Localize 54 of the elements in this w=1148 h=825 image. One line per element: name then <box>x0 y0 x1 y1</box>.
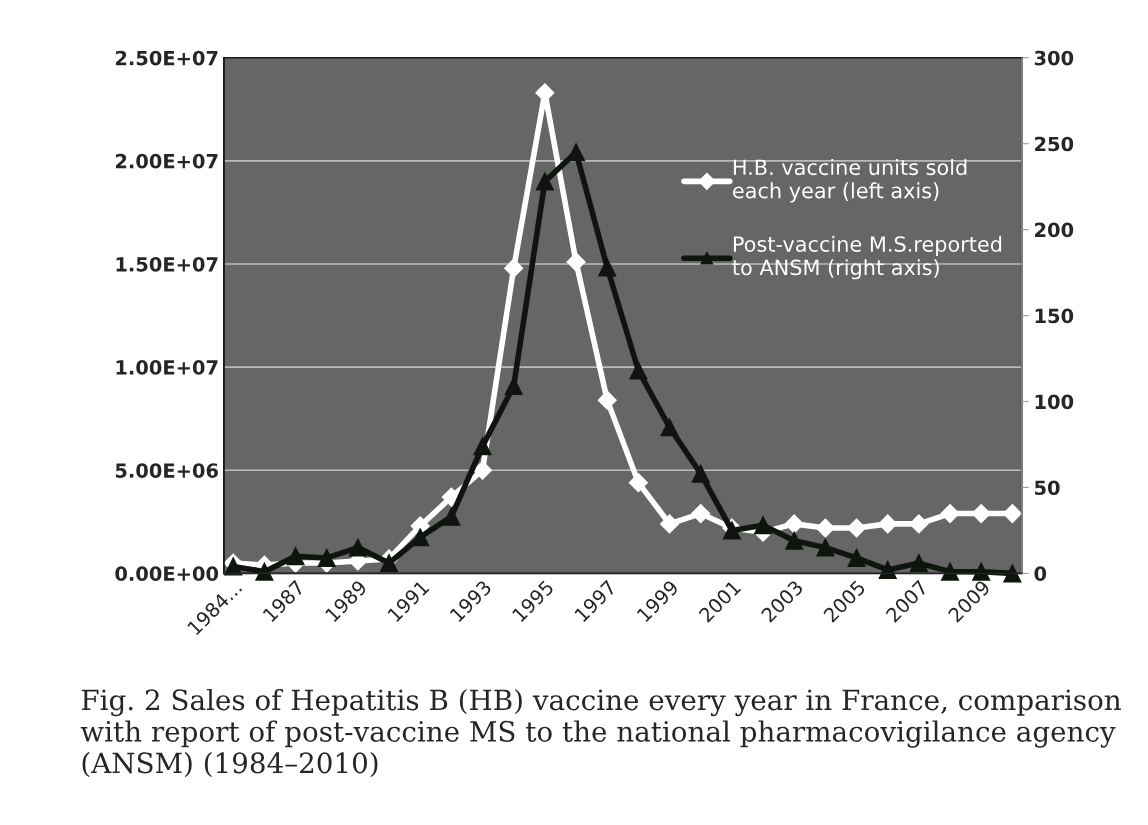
legend-label: H.B. vaccine units sold each year (left axis) <box>733 159 967 203</box>
y2-tick-label: 200 <box>1035 222 1074 238</box>
point <box>380 554 399 573</box>
y2-tick-label: 300 <box>1034 50 1074 66</box>
point <box>971 504 991 524</box>
point <box>941 562 960 581</box>
point <box>411 528 430 547</box>
point <box>1002 504 1022 524</box>
caption: Fig. 2 Sales of Hepatitis B (HB) vaccine every year in France, comparison with report of post-vaccine MS to the national pharmacovigilance agency (ANSM) (1984–2010) <box>80 688 1121 778</box>
point <box>598 258 617 277</box>
point <box>504 258 524 278</box>
point <box>940 504 960 524</box>
point <box>691 504 711 524</box>
point <box>441 487 461 507</box>
y-tick-label: 2.00E+07 <box>115 153 218 169</box>
point <box>660 418 679 437</box>
point <box>255 562 274 581</box>
y2-tick-label: 250 <box>1035 136 1074 152</box>
point <box>473 437 492 456</box>
point <box>535 172 554 191</box>
point <box>909 554 928 573</box>
point <box>317 548 336 567</box>
point <box>442 507 461 526</box>
y-tick-label: 1.00E+07 <box>116 360 218 375</box>
point <box>566 252 586 272</box>
point <box>629 361 648 380</box>
y-tick-label: 5.00E+06 <box>115 463 218 478</box>
point <box>878 514 898 534</box>
point <box>847 548 866 567</box>
point <box>816 538 835 557</box>
point <box>754 516 773 535</box>
y2-tick-label: 0 <box>1034 566 1047 582</box>
point <box>691 464 710 483</box>
y-tick-label: 0.00E+00 <box>115 566 219 582</box>
point <box>784 514 804 534</box>
point <box>660 514 680 534</box>
y-tick-label: 2.50E+07 <box>115 50 218 66</box>
point <box>348 538 367 557</box>
point <box>473 460 493 480</box>
point <box>286 547 305 566</box>
point <box>847 518 867 538</box>
y2-tick-label: 50 <box>1035 480 1060 496</box>
point <box>597 390 617 410</box>
y2-tick-label: 150 <box>1035 308 1074 324</box>
point <box>785 531 804 550</box>
point <box>972 562 991 581</box>
y-tick-label: 1.50E+07 <box>116 256 218 272</box>
point <box>815 518 835 538</box>
y2-tick-label: 100 <box>1035 394 1074 410</box>
point <box>628 473 648 493</box>
point <box>1003 564 1022 583</box>
legend-label: Post-vaccine M.S.reported to ANSM (right axis) <box>732 235 1002 280</box>
point <box>909 514 929 534</box>
point <box>878 560 897 579</box>
